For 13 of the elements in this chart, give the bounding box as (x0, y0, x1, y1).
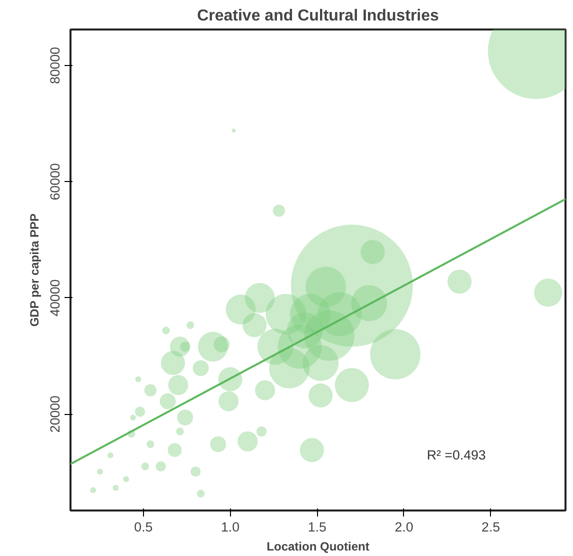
y-tick-label: 80000 (48, 46, 62, 84)
x-tick-label: 2.5 (482, 520, 500, 534)
x-axis-title: Location Quotient (266, 540, 370, 554)
x-tick-label: 0.5 (134, 520, 153, 534)
annotation: R² =0.493 (426, 447, 486, 462)
y-tick-label: 60000 (48, 163, 62, 200)
y-tick-label: 20000 (48, 396, 62, 433)
x-tick-label: 1.0 (221, 520, 240, 534)
x-tick-label: 1.5 (308, 520, 326, 534)
chart-title: Creative and Cultural Industries (197, 8, 440, 24)
x-tick-label: 2.0 (394, 520, 414, 534)
y-tick-label: 40000 (48, 279, 62, 316)
y-axis-title: GDP per capita PPP (28, 214, 42, 327)
